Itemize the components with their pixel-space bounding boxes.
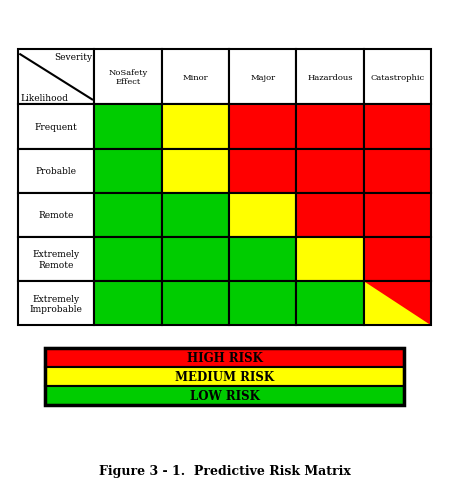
FancyBboxPatch shape	[162, 237, 229, 282]
FancyBboxPatch shape	[364, 237, 431, 282]
FancyBboxPatch shape	[229, 282, 296, 326]
FancyBboxPatch shape	[94, 105, 162, 149]
Text: Probable: Probable	[35, 167, 77, 176]
FancyBboxPatch shape	[162, 50, 229, 105]
FancyBboxPatch shape	[296, 105, 364, 149]
FancyBboxPatch shape	[364, 50, 431, 105]
FancyBboxPatch shape	[94, 282, 162, 326]
Text: Figure 3 - 1.  Predictive Risk Matrix: Figure 3 - 1. Predictive Risk Matrix	[99, 464, 350, 477]
FancyBboxPatch shape	[45, 386, 404, 405]
FancyBboxPatch shape	[18, 282, 94, 326]
Polygon shape	[364, 282, 431, 326]
Text: Catastrophic: Catastrophic	[370, 74, 424, 82]
Text: Extremely
Improbable: Extremely Improbable	[30, 294, 83, 313]
FancyBboxPatch shape	[18, 105, 94, 149]
FancyBboxPatch shape	[296, 237, 364, 282]
FancyBboxPatch shape	[162, 282, 229, 326]
FancyBboxPatch shape	[296, 282, 364, 326]
FancyBboxPatch shape	[296, 193, 364, 237]
FancyBboxPatch shape	[162, 193, 229, 237]
FancyBboxPatch shape	[45, 348, 404, 367]
FancyBboxPatch shape	[162, 149, 229, 193]
FancyBboxPatch shape	[18, 193, 94, 237]
Text: HIGH RISK: HIGH RISK	[187, 351, 262, 364]
FancyBboxPatch shape	[364, 193, 431, 237]
Text: Hazardous: Hazardous	[307, 74, 353, 82]
FancyBboxPatch shape	[296, 149, 364, 193]
FancyBboxPatch shape	[229, 193, 296, 237]
Text: Minor: Minor	[183, 74, 208, 82]
Text: NoSafety
Effect: NoSafety Effect	[108, 69, 148, 86]
FancyBboxPatch shape	[94, 149, 162, 193]
FancyBboxPatch shape	[162, 105, 229, 149]
FancyBboxPatch shape	[229, 50, 296, 105]
FancyBboxPatch shape	[364, 282, 431, 326]
FancyBboxPatch shape	[229, 237, 296, 282]
Text: MEDIUM RISK: MEDIUM RISK	[175, 370, 274, 383]
FancyBboxPatch shape	[296, 50, 364, 105]
FancyBboxPatch shape	[18, 50, 94, 105]
Text: Remote: Remote	[39, 211, 74, 220]
Text: Extremely
Remote: Extremely Remote	[33, 250, 80, 269]
Text: Frequent: Frequent	[35, 123, 78, 132]
FancyBboxPatch shape	[364, 149, 431, 193]
Text: LOW RISK: LOW RISK	[189, 389, 260, 402]
FancyBboxPatch shape	[45, 367, 404, 386]
Text: Major: Major	[250, 74, 275, 82]
FancyBboxPatch shape	[18, 149, 94, 193]
FancyBboxPatch shape	[229, 149, 296, 193]
Text: Likelihood: Likelihood	[20, 94, 68, 103]
FancyBboxPatch shape	[229, 105, 296, 149]
FancyBboxPatch shape	[364, 105, 431, 149]
FancyBboxPatch shape	[94, 237, 162, 282]
FancyBboxPatch shape	[94, 50, 162, 105]
FancyBboxPatch shape	[94, 193, 162, 237]
Text: Severity: Severity	[54, 53, 92, 62]
FancyBboxPatch shape	[18, 237, 94, 282]
